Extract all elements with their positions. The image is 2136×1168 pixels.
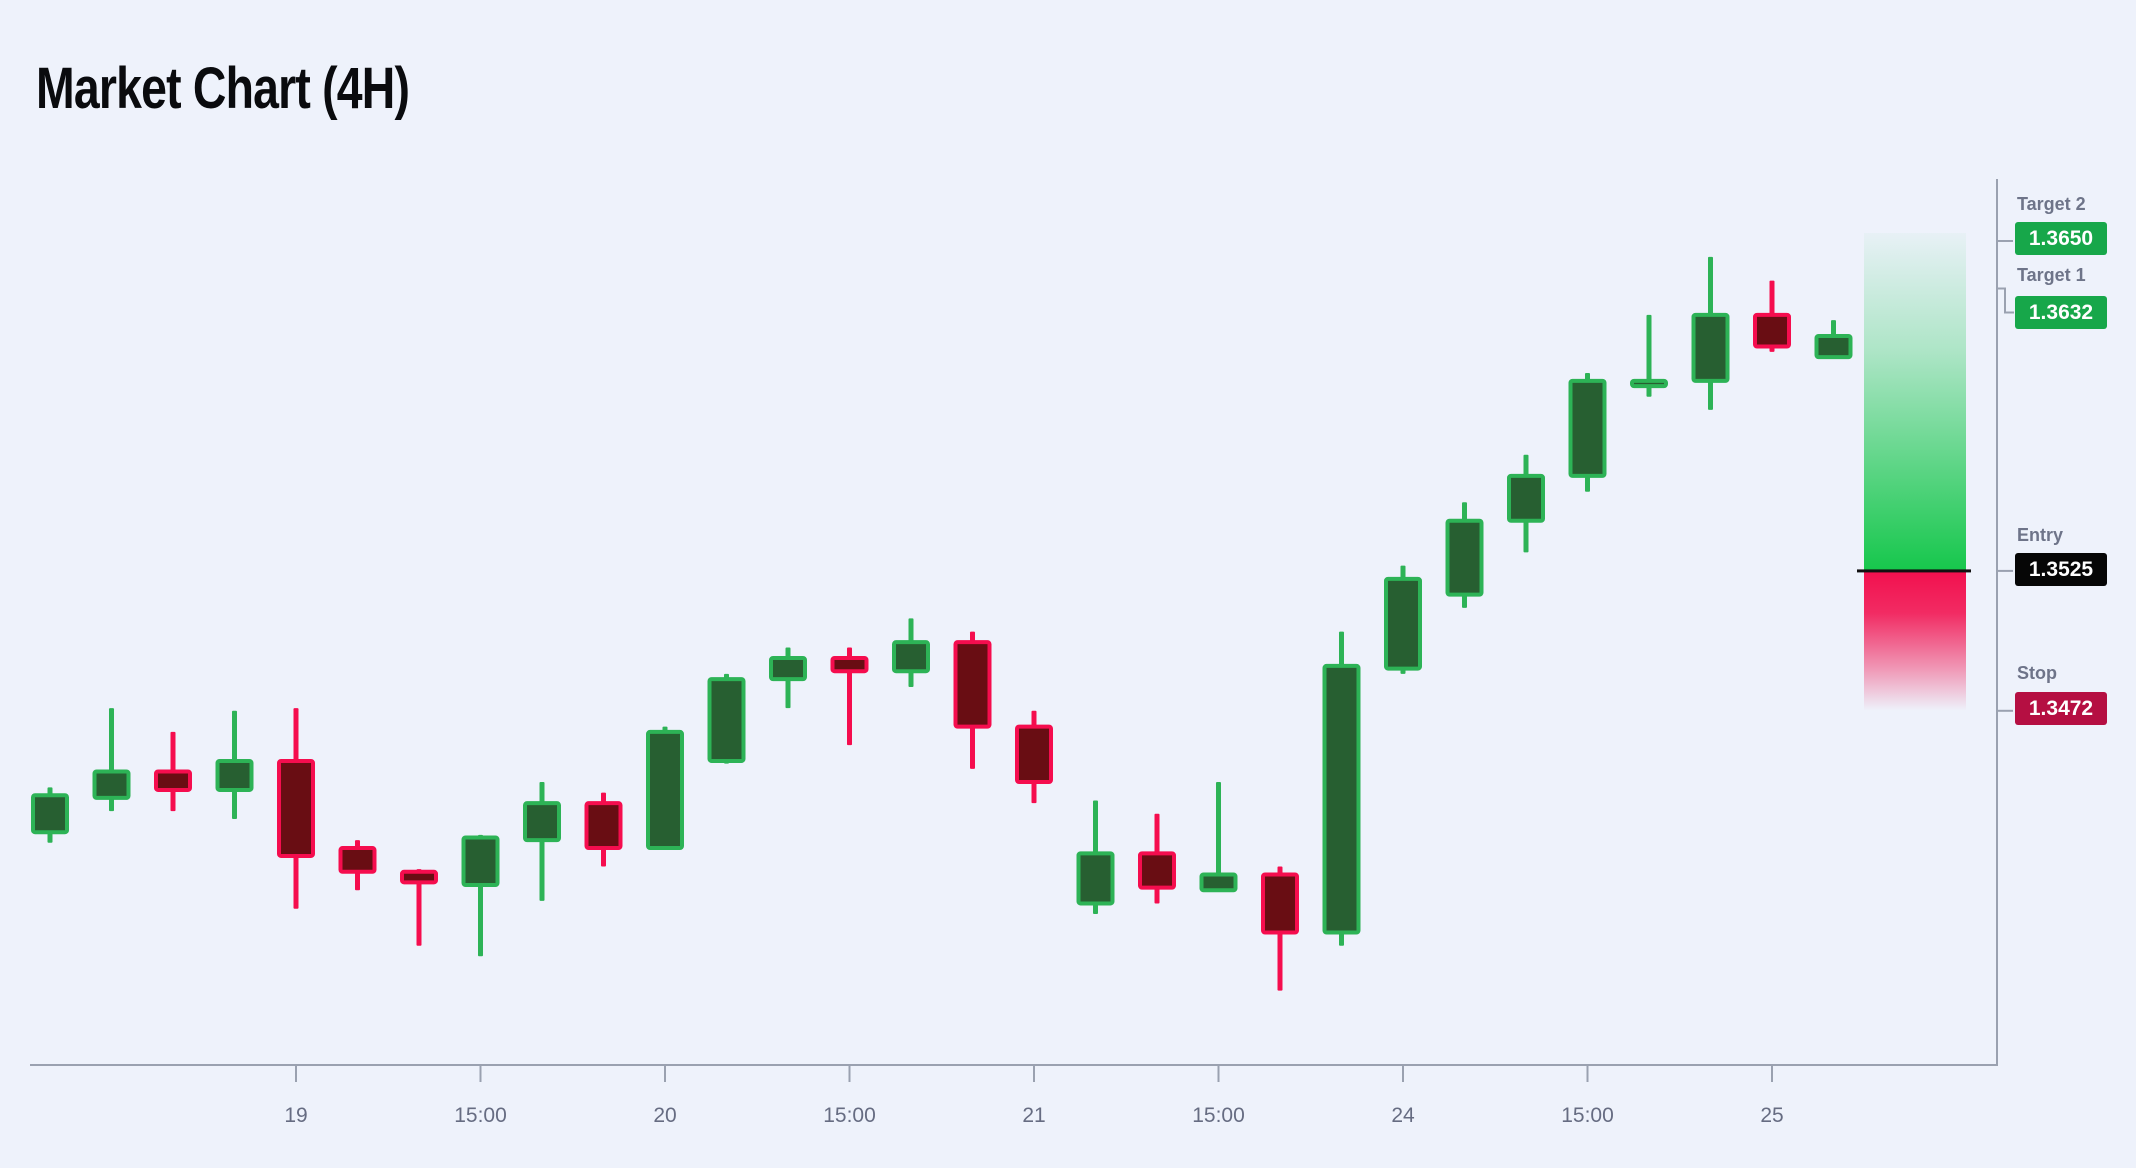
x-tick-label: 15:00 [1561,1104,1614,1127]
x-tick-label: 20 [653,1104,676,1127]
target2-price-badge: 1.3650 [2015,222,2107,255]
candle-10 [646,726,684,851]
candle-1 [92,708,131,812]
candle-body [584,801,623,851]
target1-label: Target 1 [2017,265,2086,285]
candle-body [1445,518,1484,597]
candle-body [707,677,746,763]
candle-body [1261,872,1299,935]
profit-zone [1864,232,1966,571]
candle-body [1753,312,1791,349]
candle-body [1568,378,1607,478]
candle-wick [1646,314,1652,397]
candle-body [523,801,561,843]
candle-body [154,769,192,792]
candle-21 [1322,631,1361,946]
candle-body [215,758,254,792]
candle-27 [1691,256,1730,410]
candle-body [1691,312,1730,383]
candle-11 [707,673,746,764]
candle-3 [215,710,254,820]
candle-12 [769,647,807,709]
page-title: Market Chart (4H) [36,55,410,121]
candle-body [92,769,131,800]
candle-2 [154,731,192,812]
candle-body [338,846,377,874]
candle-19 [1199,782,1238,893]
candle-9 [584,792,623,867]
entry-label: Entry [2017,525,2064,545]
candle-body [892,640,930,674]
stop-price-badge: 1.3472 [2015,692,2107,725]
candle-14 [892,618,930,688]
candle-7 [461,834,500,957]
x-tick-label: 15:00 [1192,1104,1245,1127]
candle-body [1076,851,1115,906]
candle-body [1814,334,1853,360]
candle-18 [1138,813,1176,904]
candle-4 [277,708,315,909]
candle-15 [953,631,992,769]
candle-body [1138,851,1176,890]
candle-body [769,656,807,682]
candle-body [400,869,438,885]
candle-17 [1076,800,1115,915]
target2-label: Target 2 [2017,194,2086,214]
axes: 19 15:00 20 15:00 21 15:00 24 15:00 25 [30,179,2014,1127]
x-tick-label: 25 [1760,1104,1783,1127]
candle-body [31,793,69,835]
candle-wick [416,869,422,946]
candles-layer [31,256,1853,991]
candle-body [1384,576,1422,671]
trade-zones [1857,232,1971,711]
candle-24 [1507,454,1545,553]
candle-body [1322,663,1361,935]
x-tick-label: 21 [1022,1104,1045,1127]
target1-price-badge: 1.3632 [2015,296,2107,329]
candle-body [953,640,992,729]
candle-body [1015,724,1053,785]
candle-body [1630,378,1668,389]
candle-body [1199,872,1238,893]
entry-line [1857,569,1971,573]
x-tick-label: 24 [1391,1104,1415,1127]
candle-body [1507,473,1545,523]
x-tick-label: 19 [284,1104,307,1127]
x-tick-label: 15:00 [454,1104,507,1127]
candle-25 [1568,372,1607,492]
candle-20 [1261,866,1299,991]
candle-23 [1445,502,1484,608]
candle-28 [1753,280,1791,352]
candle-5 [338,840,377,891]
candle-6 [400,869,438,946]
candle-13 [830,647,869,746]
stop-label: Stop [2017,663,2057,683]
candle-29 [1814,320,1853,360]
candle-body [461,835,500,887]
candle-8 [523,782,561,901]
candle-wick [1216,782,1221,891]
candle-26 [1630,314,1668,397]
target1-tick-elbow [1997,287,2014,314]
entry-price-badge: 1.3525 [2015,553,2107,586]
x-tick-label: 15:00 [823,1104,876,1127]
candle-body [646,729,684,851]
candle-body [830,656,869,674]
candle-22 [1384,565,1422,674]
candle-body [277,758,315,858]
candle-16 [1015,710,1053,804]
loss-zone [1864,570,1966,711]
candle-0 [31,787,69,843]
